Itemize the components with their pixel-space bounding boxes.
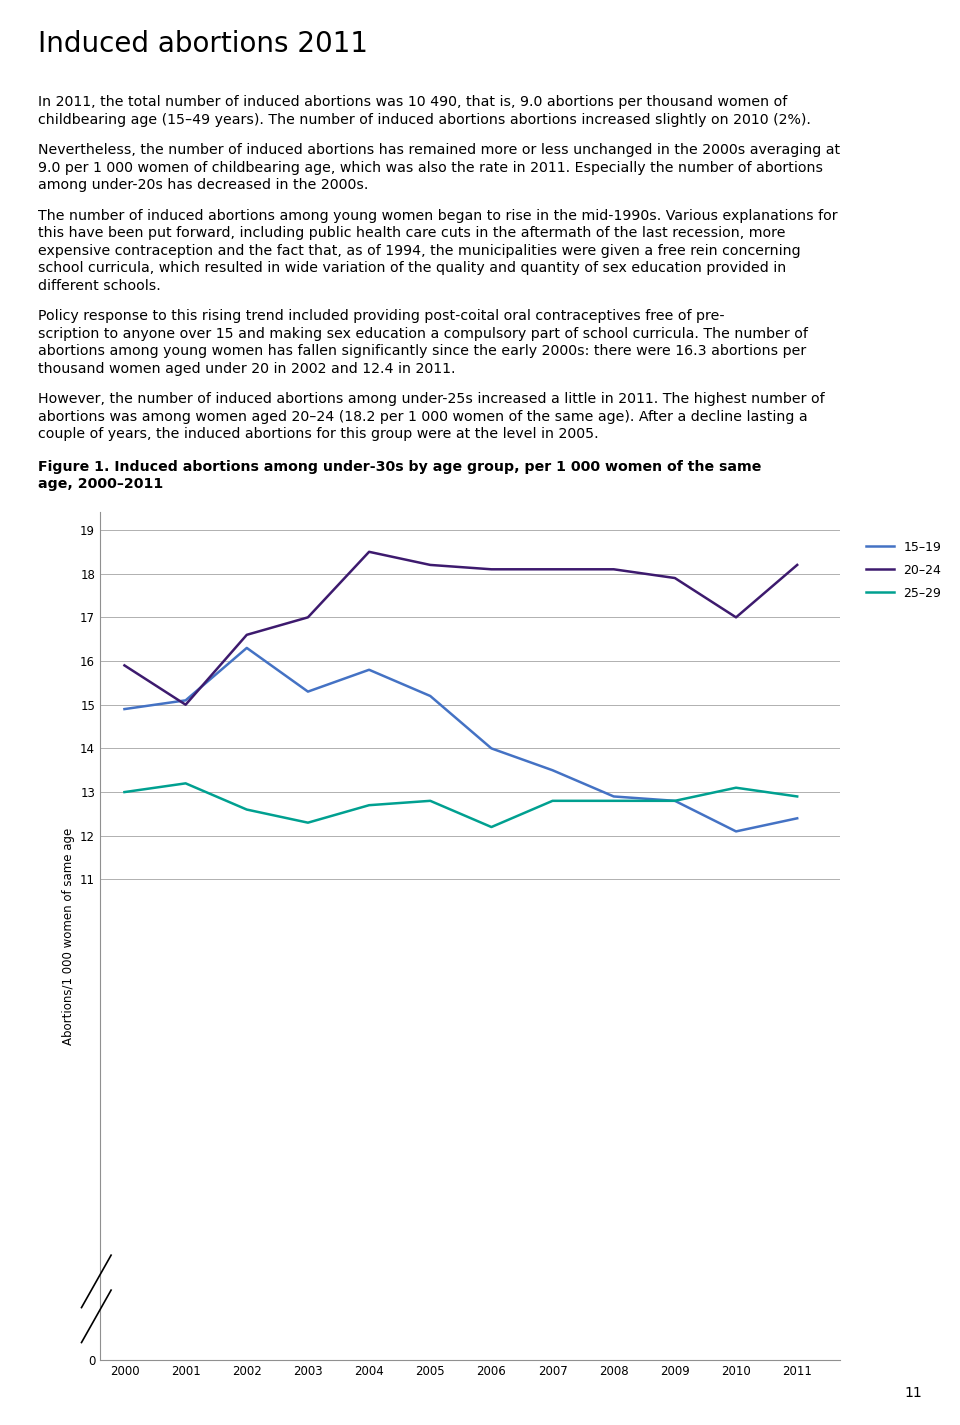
- Text: thousand women aged under 20 in 2002 and 12.4 in 2011.: thousand women aged under 20 in 2002 and…: [38, 362, 455, 376]
- Text: school curricula, which resulted in wide variation of the quality and quantity o: school curricula, which resulted in wide…: [38, 261, 786, 275]
- Text: different schools.: different schools.: [38, 278, 160, 292]
- Text: Policy response to this rising trend included providing post-coital oral contrac: Policy response to this rising trend inc…: [38, 309, 725, 323]
- Text: couple of years, the induced abortions for this group were at the level in 2005.: couple of years, the induced abortions f…: [38, 428, 599, 440]
- Text: childbearing age (15–49 years). The number of induced abortions abortions increa: childbearing age (15–49 years). The numb…: [38, 113, 811, 127]
- Text: Figure 1. Induced abortions among under-30s by age group, per 1 000 women of the: Figure 1. Induced abortions among under-…: [38, 459, 761, 473]
- Text: age, 2000–2011: age, 2000–2011: [38, 477, 163, 492]
- Text: abortions was among women aged 20–24 (18.2 per 1 000 women of the same age). Aft: abortions was among women aged 20–24 (18…: [38, 409, 807, 423]
- Text: In 2011, the total number of induced abortions was 10 490, that is, 9.0 abortion: In 2011, the total number of induced abo…: [38, 95, 787, 108]
- Text: Nevertheless, the number of induced abortions has remained more or less unchange: Nevertheless, the number of induced abor…: [38, 142, 840, 157]
- Text: abortions among young women has fallen significantly since the early 2000s: ther: abortions among young women has fallen s…: [38, 343, 806, 358]
- Text: Induced abortions 2011: Induced abortions 2011: [38, 30, 368, 58]
- Text: However, the number of induced abortions among under-25s increased a little in 2: However, the number of induced abortions…: [38, 392, 825, 406]
- Text: The number of induced abortions among young women began to rise in the mid-1990s: The number of induced abortions among yo…: [38, 208, 838, 222]
- Text: 9.0 per 1 000 women of childbearing age, which was also the rate in 2011. Especi: 9.0 per 1 000 women of childbearing age,…: [38, 161, 823, 174]
- Text: this have been put forward, including public health care cuts in the aftermath o: this have been put forward, including pu…: [38, 227, 785, 239]
- Text: scription to anyone over 15 and making sex education a compulsory part of school: scription to anyone over 15 and making s…: [38, 326, 808, 341]
- Text: expensive contraception and the fact that, as of 1994, the municipalities were g: expensive contraception and the fact tha…: [38, 244, 801, 258]
- Y-axis label: Abortions/1 000 women of same age: Abortions/1 000 women of same age: [61, 828, 75, 1045]
- Text: among under-20s has decreased in the 2000s.: among under-20s has decreased in the 200…: [38, 178, 369, 192]
- Legend: 15–19, 20–24, 25–29: 15–19, 20–24, 25–29: [861, 536, 947, 604]
- Text: 11: 11: [904, 1387, 922, 1399]
